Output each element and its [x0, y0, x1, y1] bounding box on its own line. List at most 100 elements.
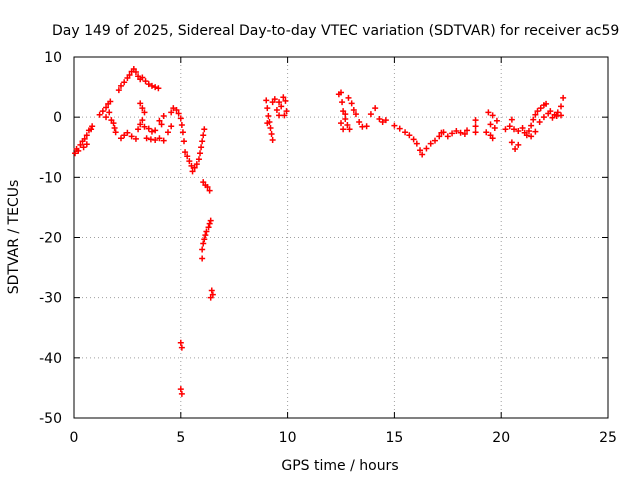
data-point — [175, 110, 182, 117]
y-tick-label: -50 — [39, 411, 62, 427]
data-point — [506, 123, 513, 130]
data-point — [132, 69, 139, 76]
data-point — [132, 135, 139, 142]
data-point — [202, 232, 209, 239]
data-point — [537, 105, 544, 112]
data-point — [156, 117, 163, 124]
data-point — [457, 129, 464, 136]
data-point — [472, 117, 479, 124]
data-point — [376, 115, 383, 122]
data-point — [117, 135, 124, 142]
data-point — [124, 75, 131, 82]
data-point — [139, 117, 146, 124]
data-point — [83, 132, 90, 139]
data-point — [177, 386, 184, 393]
y-tick-label: 10 — [44, 50, 62, 66]
data-point — [204, 183, 211, 190]
data-point — [536, 118, 543, 125]
data-point — [363, 123, 370, 130]
data-point — [436, 133, 443, 140]
data-point — [379, 118, 386, 125]
data-point — [199, 138, 206, 145]
data-point — [342, 111, 349, 118]
y-tick-label: 0 — [53, 110, 62, 126]
data-point — [554, 109, 561, 116]
data-point — [444, 133, 451, 140]
data-point — [515, 128, 522, 135]
data-point — [199, 255, 206, 262]
data-point — [528, 133, 535, 140]
data-point — [201, 126, 208, 133]
data-point — [265, 112, 272, 119]
data-point — [273, 106, 280, 113]
data-point — [206, 187, 213, 194]
data-point — [145, 81, 152, 88]
data-point — [152, 137, 159, 144]
data-point — [139, 105, 146, 112]
data-point — [338, 120, 344, 127]
data-point — [558, 112, 565, 119]
data-point — [178, 390, 185, 397]
data-point — [72, 150, 79, 157]
data-point — [137, 121, 144, 128]
data-point — [493, 117, 500, 124]
data-point — [350, 106, 357, 113]
x-tick-label: 20 — [492, 430, 510, 446]
data-point — [528, 122, 535, 129]
data-point — [263, 97, 270, 104]
data-point — [413, 140, 420, 147]
data-point — [367, 111, 374, 118]
data-point — [135, 126, 142, 133]
data-point — [182, 149, 189, 156]
data-point — [269, 99, 276, 106]
data-point — [489, 112, 496, 119]
data-point — [148, 82, 155, 89]
data-point — [523, 132, 530, 139]
data-point — [199, 246, 206, 253]
data-point — [545, 110, 552, 117]
data-point — [461, 131, 468, 138]
data-point — [205, 224, 212, 231]
data-point — [201, 236, 208, 243]
data-point — [532, 111, 539, 118]
data-point — [431, 137, 438, 144]
data-point — [155, 85, 162, 92]
x-tick-label: 25 — [599, 430, 617, 446]
data-point — [271, 96, 278, 103]
data-point — [193, 161, 200, 168]
data-point — [344, 121, 351, 128]
data-point — [179, 129, 186, 136]
data-point — [417, 147, 424, 154]
data-point — [158, 121, 165, 128]
data-point — [184, 153, 191, 160]
data-point — [197, 150, 204, 157]
data-point — [278, 103, 285, 110]
data-point — [267, 124, 274, 131]
data-point — [487, 132, 494, 139]
data-point — [264, 105, 271, 112]
data-point — [135, 73, 142, 80]
data-point — [170, 105, 177, 112]
data-point — [83, 141, 90, 148]
data-point — [121, 132, 128, 139]
data-point — [141, 109, 148, 116]
data-point — [346, 126, 353, 133]
data-point — [402, 129, 409, 136]
data-point — [449, 130, 456, 137]
data-point — [268, 131, 275, 138]
data-point — [356, 118, 363, 125]
data-point — [108, 117, 115, 124]
data-point — [126, 72, 133, 79]
data-point — [110, 120, 117, 127]
data-point — [264, 120, 271, 127]
data-point — [558, 103, 565, 110]
data-point — [352, 111, 359, 118]
data-point — [339, 99, 346, 106]
data-point — [206, 220, 213, 227]
data-point — [112, 129, 119, 136]
data-point — [143, 135, 150, 142]
x-tick-label: 15 — [385, 430, 403, 446]
data-point — [489, 135, 496, 142]
data-point — [269, 137, 276, 144]
